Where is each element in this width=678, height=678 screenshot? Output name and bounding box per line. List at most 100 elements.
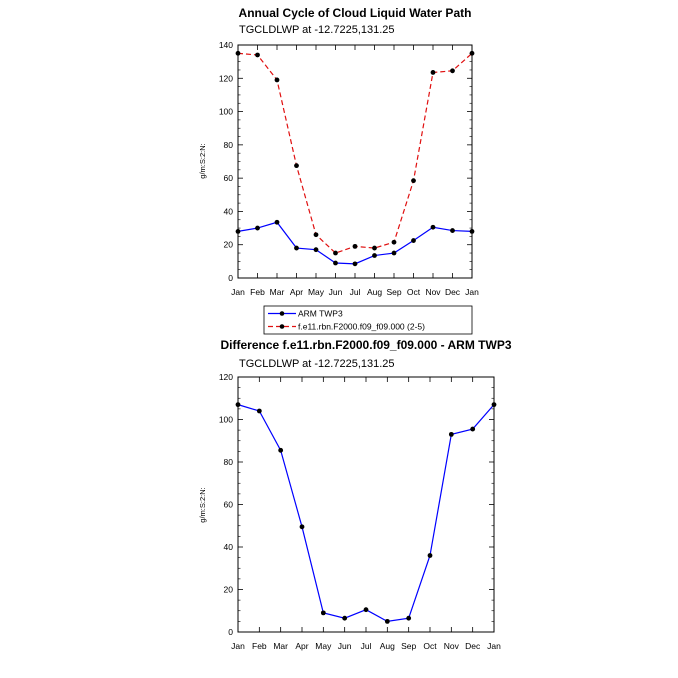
chart-panel-difference: Difference f.e11.rbn.F2000.f09_f09.000 -… (198, 338, 512, 651)
data-point (372, 245, 377, 251)
axis-ticks: Jan Feb Mar Apr May Jun Jul Aug Sep Oct Nov Dec Jan 0… (219, 372, 501, 651)
data-point (411, 178, 416, 184)
x-tick-label: Apr (295, 641, 308, 651)
legend-label-model: f.e11.rbn.F2000.f09_f09.000 (2-5) (298, 322, 425, 332)
data-point (274, 77, 280, 83)
data-point (363, 607, 369, 613)
x-tick-label: Mar (273, 641, 288, 651)
chart-subtitle: TGCLDLWP at -12.7225,131.25 (239, 24, 395, 36)
legend-box (263, 305, 473, 335)
x-tick-label: Oct (423, 641, 437, 651)
data-point (448, 431, 454, 437)
x-tick-label: Mar (270, 287, 285, 297)
data-point (372, 253, 377, 258)
data-point (294, 163, 299, 169)
chart-title: Annual Cycle of Cloud Liquid Water Path (239, 6, 472, 20)
y-tick-label: 100 (219, 415, 233, 425)
x-tick-label: Jul (361, 641, 372, 651)
y-tick-label: 100 (219, 107, 233, 117)
y-tick-label: 20 (224, 240, 234, 250)
data-point (391, 239, 397, 245)
x-tick-label: Aug (380, 641, 395, 651)
x-tick-label: Sep (401, 641, 416, 651)
data-point (430, 70, 436, 75)
y-axis-label: g/m:S:2:N: (198, 143, 207, 178)
y-tick-label: 80 (224, 457, 234, 467)
chart-panel-annual-cycle: Annual Cycle of Cloud Liquid Water Path … (198, 6, 479, 297)
data-point (278, 447, 284, 453)
x-tick-label: Aug (367, 287, 382, 297)
data-point (470, 426, 476, 432)
y-tick-label: 40 (224, 542, 234, 552)
data-point (235, 50, 241, 56)
x-tick-label: Jun (338, 641, 352, 651)
data-point (411, 238, 416, 243)
legend: ARM TWP3 f.e11.rbn.F2000.f09_f09.000 (2-… (263, 305, 473, 335)
y-axis-label: g/m:S:2:N: (198, 487, 207, 522)
data-point (406, 615, 412, 621)
data-point (313, 232, 319, 238)
x-tick-label: Jan (465, 287, 479, 297)
data-point (274, 219, 280, 225)
y-tick-label: 60 (224, 500, 234, 510)
x-tick-label: Dec (445, 287, 461, 297)
legend-marker-model (279, 324, 285, 329)
y-tick-label: 0 (228, 627, 233, 637)
data-point (491, 402, 497, 408)
data-point (427, 553, 433, 558)
plot-frame (237, 44, 473, 279)
data-point (352, 243, 358, 249)
x-tick-label: Jan (487, 641, 501, 651)
data-point (469, 229, 475, 234)
plot-frame (237, 376, 495, 633)
y-tick-label: 20 (224, 585, 234, 595)
x-tick-label: Nov (425, 287, 441, 297)
x-tick-label: Apr (290, 287, 303, 297)
data-point (320, 610, 326, 616)
y-tick-label: 0 (228, 273, 233, 283)
data-point (333, 260, 338, 266)
data-point (235, 402, 241, 408)
x-tick-label: Jun (329, 287, 343, 297)
data-point (391, 250, 397, 256)
data-point (384, 618, 390, 624)
data-point (294, 245, 299, 251)
data-point (235, 229, 241, 234)
y-tick-label: 120 (219, 372, 233, 382)
x-tick-label: Jul (350, 287, 361, 297)
x-tick-label: Jan (231, 641, 245, 651)
data-point (352, 261, 358, 267)
data-point (342, 615, 348, 621)
data-point (313, 247, 319, 253)
x-tick-label: Nov (444, 641, 460, 651)
series-group (235, 402, 497, 624)
data-point (255, 52, 260, 58)
data-point (299, 524, 305, 530)
data-point (450, 228, 455, 233)
x-tick-label: May (315, 641, 332, 651)
x-tick-label: Feb (252, 641, 267, 651)
series-group (235, 50, 475, 267)
legend-label-arm: ARM TWP3 (298, 309, 343, 319)
series-line-0 (237, 221, 473, 265)
legend-marker-arm (279, 311, 285, 316)
x-tick-label: Sep (386, 287, 401, 297)
y-tick-label: 140 (219, 40, 233, 50)
y-tick-label: 80 (224, 140, 234, 150)
y-tick-label: 120 (219, 73, 233, 83)
x-tick-label: May (308, 287, 325, 297)
x-tick-label: Feb (250, 287, 265, 297)
data-point (333, 250, 338, 256)
data-point (469, 50, 475, 56)
x-tick-label: Dec (465, 641, 481, 651)
axis-ticks: Jan Feb Mar Apr May Jun Jul Aug Sep Oct Nov Dec Jan 0… (219, 40, 479, 297)
chart-subtitle: TGCLDLWP at -12.7225,131.25 (239, 358, 395, 370)
chart-title: Difference f.e11.rbn.F2000.f09_f09.000 -… (221, 338, 512, 352)
y-tick-label: 60 (224, 173, 234, 183)
x-tick-label: Oct (407, 287, 421, 297)
y-tick-label: 40 (224, 206, 234, 216)
data-point (450, 68, 455, 74)
data-point (256, 408, 262, 414)
data-point (430, 224, 436, 230)
